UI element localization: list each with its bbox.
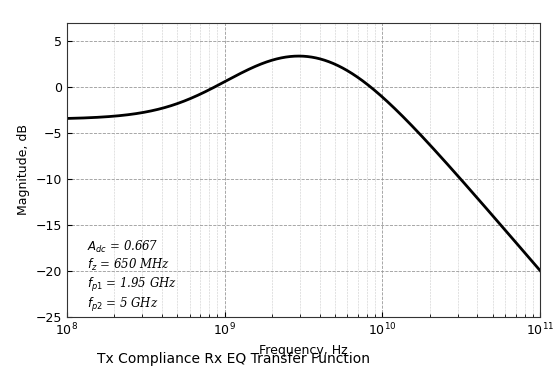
Y-axis label: Magnitude, dB: Magnitude, dB [17, 124, 30, 215]
Text: Tx Compliance Rx EQ Transfer Function: Tx Compliance Rx EQ Transfer Function [97, 352, 370, 366]
X-axis label: Frequency, Hz: Frequency, Hz [259, 344, 348, 357]
Text: $A_{dc}$ = 0.667
$f_z$ = 650 MHz
$f_{p1}$ = 1.95 GHz
$f_{p2}$ = 5 GHz: $A_{dc}$ = 0.667 $f_z$ = 650 MHz $f_{p1}… [87, 239, 178, 314]
